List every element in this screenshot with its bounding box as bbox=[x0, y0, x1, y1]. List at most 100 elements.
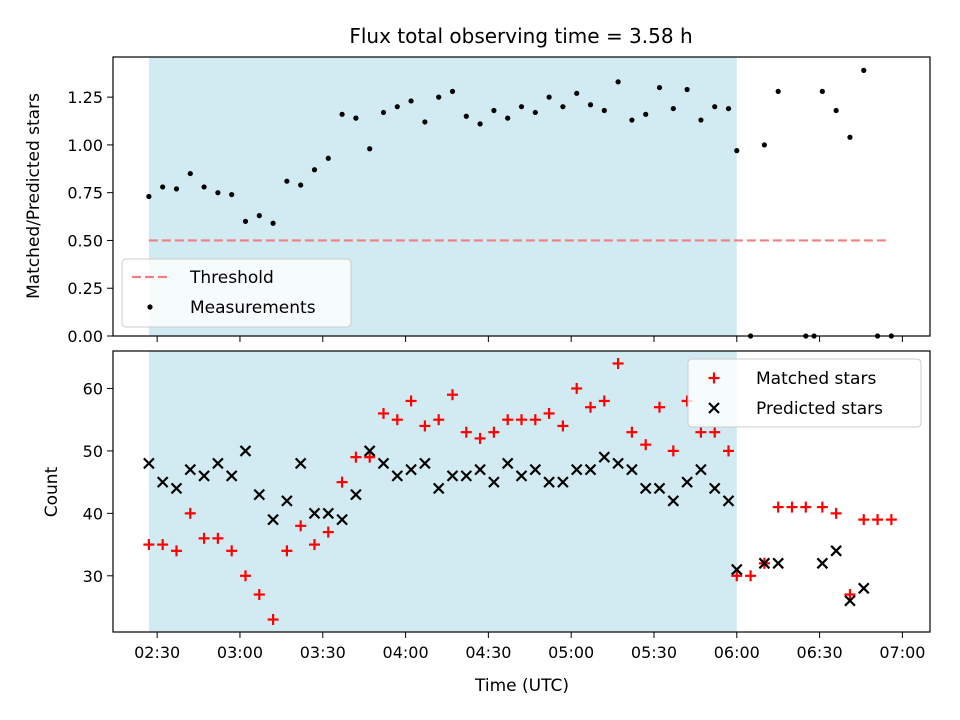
data-point bbox=[543, 476, 555, 488]
data-point bbox=[529, 463, 542, 476]
data-point bbox=[225, 470, 238, 482]
data-point bbox=[598, 395, 610, 407]
marker-stroke bbox=[708, 402, 720, 414]
data-point bbox=[198, 532, 210, 544]
data-point bbox=[187, 170, 193, 177]
marker-stroke bbox=[460, 470, 473, 482]
data-point bbox=[157, 539, 169, 551]
legend-box bbox=[687, 358, 922, 428]
marker-stroke bbox=[667, 495, 680, 507]
data-point bbox=[143, 457, 155, 470]
data-point bbox=[173, 186, 180, 192]
top-panel: 0.00 0.25 0.50 0.75 1.00 1.25 Threshold Measure… bbox=[67, 56, 931, 346]
data-point bbox=[786, 501, 798, 513]
data-point bbox=[460, 470, 473, 482]
marker-stroke bbox=[363, 445, 376, 457]
data-point bbox=[184, 463, 197, 476]
data-point bbox=[405, 395, 417, 407]
data-point bbox=[281, 545, 293, 557]
data-point bbox=[363, 445, 376, 457]
x-tick-label: 06:00 bbox=[714, 643, 760, 662]
data-point bbox=[253, 589, 265, 601]
x-tick-label: 02:30 bbox=[134, 643, 180, 662]
marker-stroke bbox=[612, 457, 624, 470]
data-point bbox=[745, 570, 757, 582]
marker-stroke bbox=[143, 457, 155, 470]
marker-stroke bbox=[830, 545, 842, 557]
data-point bbox=[353, 115, 359, 121]
data-point bbox=[311, 167, 318, 173]
data-point bbox=[298, 182, 304, 188]
x-tick-label: 03:30 bbox=[300, 643, 346, 662]
data-point bbox=[712, 104, 718, 110]
data-point bbox=[377, 457, 390, 470]
data-point bbox=[267, 513, 279, 526]
marker-stroke bbox=[156, 476, 169, 488]
marker-stroke bbox=[543, 476, 555, 488]
x-tick-label: 06:30 bbox=[797, 643, 843, 662]
marker-stroke bbox=[377, 457, 390, 470]
marker-stroke bbox=[225, 470, 238, 482]
bottom-axes-frame bbox=[112, 350, 931, 633]
marker-stroke bbox=[653, 482, 666, 495]
top-y-tick-label: 1.00 bbox=[67, 136, 103, 155]
marker-stroke bbox=[294, 457, 307, 470]
data-point bbox=[857, 582, 870, 595]
data-point bbox=[477, 121, 483, 127]
data-point bbox=[377, 407, 389, 419]
data-point bbox=[587, 102, 594, 108]
data-point bbox=[160, 184, 166, 190]
marker-stroke bbox=[432, 482, 445, 495]
data-point bbox=[229, 191, 235, 198]
data-point bbox=[847, 134, 853, 140]
data-point bbox=[629, 117, 635, 123]
data-point bbox=[643, 111, 649, 117]
data-point bbox=[405, 463, 417, 476]
data-point bbox=[322, 526, 334, 538]
data-point bbox=[284, 178, 290, 184]
data-point bbox=[654, 401, 666, 413]
data-point bbox=[844, 589, 856, 601]
data-point bbox=[408, 98, 414, 104]
data-point bbox=[156, 476, 169, 488]
data-point bbox=[681, 476, 693, 488]
data-point bbox=[532, 109, 538, 116]
data-point bbox=[598, 451, 611, 463]
legend-label-measurements: Measurements bbox=[190, 298, 316, 318]
data-point bbox=[656, 84, 663, 91]
legend-box bbox=[121, 258, 352, 328]
marker-stroke bbox=[557, 476, 569, 488]
x-tick-label: 03:00 bbox=[217, 643, 263, 662]
x-tick-label: 05:00 bbox=[548, 643, 594, 662]
data-point bbox=[833, 107, 839, 114]
data-point bbox=[708, 482, 721, 495]
data-point bbox=[772, 557, 784, 570]
marker-stroke bbox=[695, 463, 707, 476]
data-point bbox=[433, 414, 445, 426]
data-point bbox=[684, 86, 690, 93]
data-point bbox=[170, 482, 183, 495]
legend-label-matched: Matched stars bbox=[756, 369, 876, 389]
data-point bbox=[761, 142, 767, 148]
marker-stroke bbox=[488, 476, 500, 488]
bottom-legend: Matched stars Predicted stars bbox=[687, 358, 922, 428]
marker-stroke bbox=[598, 451, 611, 463]
data-point bbox=[146, 193, 152, 200]
marker-stroke bbox=[184, 463, 197, 476]
data-point bbox=[474, 432, 486, 444]
marker-stroke bbox=[419, 457, 431, 470]
marker-stroke bbox=[308, 507, 321, 520]
data-point bbox=[419, 457, 431, 470]
data-point bbox=[463, 113, 469, 119]
data-point bbox=[488, 476, 500, 488]
marker-stroke bbox=[501, 457, 514, 470]
data-point bbox=[515, 470, 528, 482]
x-tick-label: 05:30 bbox=[631, 643, 677, 662]
data-point bbox=[322, 507, 335, 520]
data-point bbox=[667, 495, 680, 507]
x-tick-label: 04:00 bbox=[383, 643, 429, 662]
marker-stroke bbox=[681, 476, 693, 488]
data-point bbox=[267, 614, 279, 626]
top-y-tick-label: 0.50 bbox=[67, 231, 103, 250]
data-point bbox=[819, 88, 825, 94]
